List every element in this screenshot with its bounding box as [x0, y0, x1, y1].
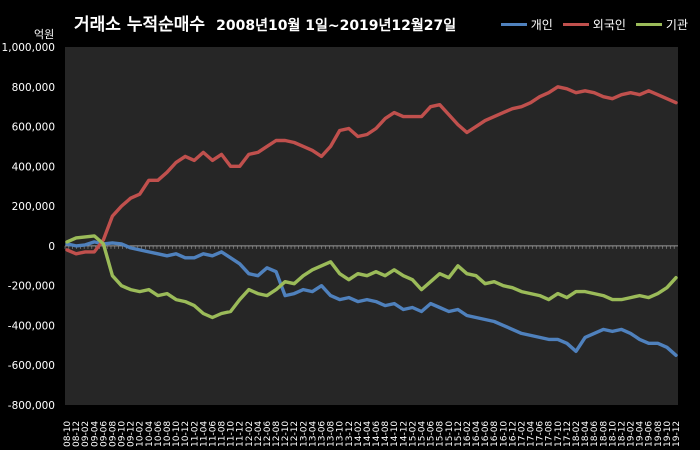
- x-tick-label: 10-02: [136, 421, 146, 447]
- legend-label-individual: 개인: [530, 18, 553, 32]
- x-tick-label: 19-04: [636, 421, 646, 447]
- series-line-institution: [65, 234, 678, 320]
- x-tick-label: 11-04: [199, 421, 209, 447]
- x-tick-label: 19-10: [663, 421, 673, 447]
- x-tick-label: 12-06: [263, 421, 273, 447]
- x-tick-label: 19-08: [654, 421, 664, 447]
- x-tick-label: 17-04: [527, 421, 537, 447]
- x-tick-label: 17-08: [545, 421, 555, 447]
- x-tick-label: 09-06: [99, 421, 109, 447]
- x-tick-label: 18-08: [599, 421, 609, 447]
- x-tick-label: 18-02: [572, 421, 582, 447]
- y-tick-label: 0: [48, 241, 55, 253]
- x-tick-label: 15-06: [427, 421, 437, 447]
- y-tick-label: 400,000: [12, 161, 55, 173]
- x-tick-label: 15-02: [408, 421, 418, 447]
- x-tick-label: 16-10: [499, 421, 509, 447]
- y-tick-label: 200,000: [12, 201, 55, 213]
- x-tick-label: 17-10: [554, 421, 564, 447]
- x-tick-label: 09-12: [127, 421, 137, 447]
- x-tick-label: 11-02: [190, 421, 200, 447]
- legend-swatch-institution: [635, 23, 662, 26]
- x-tick-label: 18-06: [590, 421, 600, 447]
- x-tick-label: 14-08: [381, 421, 391, 447]
- y-tick-label: -400,000: [8, 320, 55, 332]
- x-tick-label: 19-12: [672, 421, 682, 447]
- x-tick-label: 19-02: [627, 421, 637, 447]
- x-tick-label: 13-12: [345, 421, 355, 447]
- x-tick-label: 14-06: [372, 421, 382, 447]
- legend-swatch-individual: [500, 23, 527, 26]
- plot-area: [65, 47, 678, 405]
- legend-label-institution: 기관: [665, 18, 688, 32]
- x-tick-label: 14-04: [363, 421, 373, 447]
- x-tick-label: 10-08: [163, 421, 173, 447]
- x-tick-label: 09-10: [118, 421, 128, 447]
- x-tick-label: 10-10: [172, 421, 182, 447]
- x-tick-label: 16-08: [490, 421, 500, 447]
- x-tick-label: 12-10: [281, 421, 291, 447]
- x-tick-label: 11-12: [236, 421, 246, 447]
- y-tick-label: 1,000,000: [2, 42, 55, 54]
- x-tick-label: 08-12: [72, 421, 82, 447]
- x-tick-label: 14-12: [399, 421, 409, 447]
- x-tick-label: 13-10: [336, 421, 346, 447]
- x-tick-label: 14-02: [354, 421, 364, 447]
- chart-title-block: 거래소 누적순매수 2008년10월 1일~2019년12월27일: [74, 10, 456, 35]
- x-tick-label: 18-04: [581, 421, 591, 447]
- x-tick-label: 09-02: [81, 421, 91, 447]
- y-tick-label: -200,000: [8, 281, 55, 293]
- x-tick-label: 17-02: [517, 421, 527, 447]
- x-tick-label: 11-10: [227, 421, 237, 447]
- x-tick-label: 16-12: [508, 421, 518, 447]
- y-tick-label: 600,000: [12, 122, 55, 134]
- x-tick-label: 18-10: [608, 421, 618, 447]
- chart-subtitle: 2008년10월 1일~2019년12월27일: [216, 18, 457, 34]
- legend-item-individual: 개인: [500, 16, 553, 33]
- y-tick-label: -800,000: [8, 400, 55, 412]
- x-tick-label: 12-04: [254, 421, 264, 447]
- legend-item-foreign: 외국인: [562, 16, 626, 33]
- x-tick-label: 17-12: [563, 421, 573, 447]
- x-tick-label: 12-08: [272, 421, 282, 447]
- x-tick-label: 16-02: [463, 421, 473, 447]
- x-tick-label: 15-10: [445, 421, 455, 447]
- x-tick-label: 15-12: [454, 421, 464, 447]
- y-tick-label: -600,000: [8, 360, 55, 372]
- x-tick-label: 17-06: [536, 421, 546, 447]
- x-tick-label: 18-12: [617, 421, 627, 447]
- legend-item-institution: 기관: [635, 16, 688, 33]
- x-tick-label: 12-02: [245, 421, 255, 447]
- x-tick-label: 10-06: [154, 421, 164, 447]
- series-line-individual: [65, 240, 678, 357]
- x-tick-label: 16-04: [472, 421, 482, 447]
- legend-swatch-foreign: [562, 23, 589, 26]
- x-tick-label: 08-10: [63, 421, 73, 447]
- x-tick-label: 11-08: [218, 421, 228, 447]
- x-tick-label: 10-12: [181, 421, 191, 447]
- x-tick-label: 16-06: [481, 421, 491, 447]
- x-tick-label: 13-06: [318, 421, 328, 447]
- x-tick-label: 09-04: [90, 421, 100, 447]
- legend-label-foreign: 외국인: [592, 18, 626, 32]
- chart-title: 거래소 누적순매수: [74, 15, 206, 35]
- x-tick-label: 14-10: [390, 421, 400, 447]
- x-tick-label: 13-04: [308, 421, 318, 447]
- legend: 개인 외국인 기관: [500, 16, 688, 33]
- x-tick-label: 15-08: [436, 421, 446, 447]
- x-tick-label: 13-02: [299, 421, 309, 447]
- x-tick-label: 19-06: [645, 421, 655, 447]
- x-tick-label: 11-06: [208, 421, 218, 447]
- series-line-foreign: [65, 85, 678, 256]
- x-tick-label: 12-12: [290, 421, 300, 447]
- y-tick-label: 800,000: [12, 82, 55, 94]
- x-tick-label: 09-08: [108, 421, 118, 447]
- x-tick-label: 13-08: [327, 421, 337, 447]
- y-unit-label: 억원: [34, 28, 55, 41]
- x-tick-label: 10-04: [145, 421, 155, 447]
- x-tick-label: 15-04: [417, 421, 427, 447]
